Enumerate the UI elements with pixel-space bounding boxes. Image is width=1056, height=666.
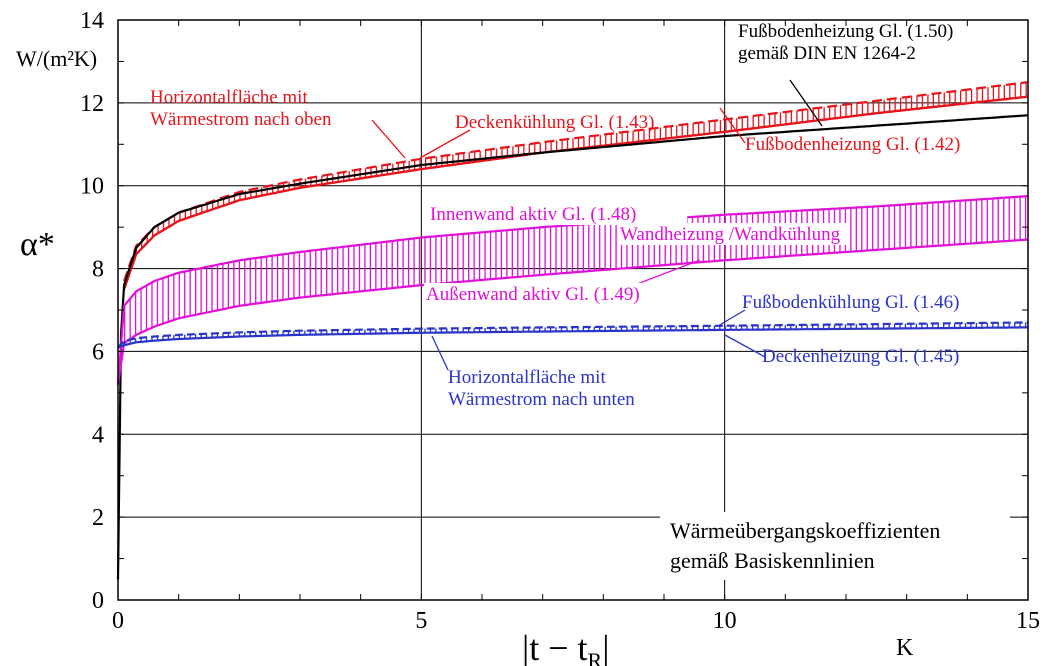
series-4: [117, 321, 1029, 349]
x-unit-label: K: [896, 635, 914, 661]
annotation-fussbodenkuehlung: Fußbodenkühlung Gl. (1.46): [717, 292, 959, 327]
annotation-text: Innenwand aktiv Gl. (1.48): [430, 204, 636, 225]
x-tick-label: 5: [415, 608, 427, 634]
annotation-fussboden-142: Fußbodenheizung Gl. (1.42): [719, 107, 960, 155]
annotation-leader: [724, 334, 766, 358]
y-tick-label: 0: [92, 588, 104, 614]
annotation-wandheizung: Wandheizung /Wandkühlung: [618, 223, 849, 245]
y-tick-label: 6: [92, 339, 104, 365]
y-tick-label: 12: [80, 91, 104, 117]
series-upper-line: [123, 81, 1029, 282]
series-upper-line: [116, 195, 1029, 385]
y-tick-label: 8: [92, 257, 104, 283]
x-tick-label: 0: [112, 608, 124, 634]
annotation-text: gemäß DIN EN 1264-2: [738, 43, 916, 64]
annotation-text: Deckenkühlung Gl. (1.43): [455, 112, 654, 133]
annotation-deckenkuehlung: Deckenkühlung Gl. (1.43): [419, 112, 654, 159]
annotation-innenwand: Innenwand aktiv Gl. (1.48): [428, 203, 688, 225]
annotation-leader: [631, 259, 701, 287]
y-axis-label: α*: [20, 226, 55, 263]
annotation-bg: [428, 203, 688, 225]
series-lower-line: [117, 326, 1028, 349]
annotation-text: Horizontalfläche mit: [448, 367, 606, 388]
info-box-line-1: Wärmeübergangskoeffizienten: [670, 518, 940, 543]
y-tick-label: 4: [92, 422, 104, 448]
annotation-fussboden-150: Fußbodenheizung Gl. (1.50)gemäß DIN EN 1…: [738, 21, 953, 127]
x-axis-label-sub: R: [588, 648, 603, 666]
annotation-leader: [431, 335, 449, 371]
series-2: [116, 114, 1029, 580]
annotation-leader: [371, 119, 406, 159]
annotation-bg: [618, 223, 849, 245]
annotation-leader: [789, 79, 823, 127]
annotation-text: Wärmestrom nach oben: [150, 109, 332, 130]
annotation-aussenwand: Außenwand aktiv Gl. (1.49): [424, 259, 701, 305]
annotation-leader: [717, 309, 746, 327]
annotation-text: Horizontalfläche mit: [150, 87, 308, 108]
annotation-text: Fußbodenkühlung Gl. (1.46): [742, 292, 959, 313]
annotation-text: Außenwand aktiv Gl. (1.49): [426, 284, 640, 305]
x-axis-label-end: |: [602, 628, 609, 666]
annotation-text: Fußbodenheizung Gl. (1.42): [745, 134, 960, 155]
y-unit-label: W/(m²K): [16, 46, 97, 71]
series-line: [116, 114, 1029, 580]
annotation-text: Wandheizung /Wandkühlung: [620, 224, 841, 245]
info-box-bg: [660, 512, 1010, 580]
info-box-line-2: gemäß Basiskennlinien: [670, 548, 875, 573]
annotation-bg: [424, 283, 684, 305]
y-tick-label: 2: [92, 505, 104, 531]
series-lower-line: [116, 238, 1029, 385]
x-tick-label: 15: [1016, 608, 1040, 634]
x-axis-label-main: |t − t: [522, 628, 588, 666]
x-tick-label: 10: [713, 608, 737, 634]
series-layer: [116, 81, 1029, 580]
annotation-leader: [419, 129, 471, 159]
annotation-text: Fußbodenheizung Gl. (1.50): [738, 21, 953, 42]
axes: 0 5 10 15 0 2 4 6 8 10 12 14: [80, 8, 1040, 634]
y-tick-label: 14: [80, 8, 104, 34]
annotation-leader: [719, 107, 746, 144]
x-axis-label: |t − tR|: [522, 628, 609, 666]
y-tick-label: 10: [80, 174, 104, 200]
series-upper-line: [117, 321, 1029, 349]
annotation-text: Wärmestrom nach unten: [448, 389, 635, 410]
annotation-deckenheizung: Deckenheizung Gl. (1.45): [724, 334, 959, 367]
annotation-text: Deckenheizung Gl. (1.45): [762, 346, 959, 367]
